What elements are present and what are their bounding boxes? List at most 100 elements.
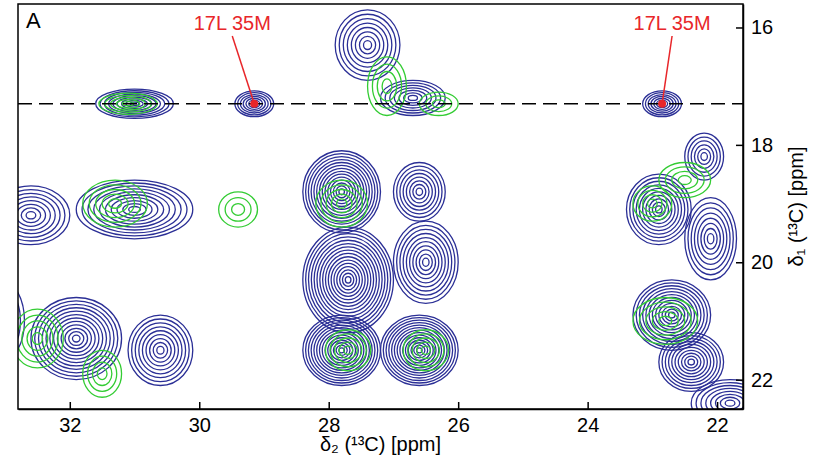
y-tick-mark	[736, 27, 743, 29]
x-tick-label: 32	[59, 414, 81, 436]
contour-level	[306, 318, 378, 383]
contour-level	[665, 339, 717, 386]
contour-level	[308, 157, 375, 227]
contour-level	[397, 166, 442, 217]
contour-level	[636, 185, 681, 234]
contour-level	[128, 315, 193, 385]
contour-level	[22, 321, 53, 356]
contour-level	[639, 188, 678, 230]
contour-level	[403, 234, 448, 292]
contour-level	[406, 177, 432, 206]
contour-level	[685, 356, 698, 368]
contour-level	[311, 323, 372, 378]
contour-level	[339, 14, 396, 76]
contour-level	[308, 320, 375, 380]
contour-level	[317, 328, 367, 373]
contour-level	[102, 194, 128, 213]
contour-level	[688, 137, 720, 176]
contour-level	[340, 270, 357, 290]
contour-level	[701, 386, 743, 409]
contour-level	[335, 338, 362, 363]
contour-level	[94, 189, 176, 230]
contour-level	[400, 170, 439, 214]
contour-level	[337, 267, 360, 293]
contour-level	[325, 330, 370, 371]
y-axis-line	[743, 5, 745, 410]
contour-level	[405, 338, 433, 363]
contour-level	[92, 362, 111, 385]
y-tick: 22	[736, 369, 773, 391]
contour-level	[672, 171, 698, 189]
contour-level	[633, 297, 698, 344]
y-axis-title: δ₁ (¹³C) [ppm]	[785, 146, 807, 266]
contour-level	[377, 72, 396, 101]
contour-level	[419, 254, 432, 270]
contour-level	[706, 388, 743, 409]
x-tick-mark	[587, 402, 589, 409]
contour-level	[139, 327, 182, 374]
contour-level	[400, 333, 439, 368]
contour-level	[18, 197, 55, 234]
contour-level	[359, 36, 375, 54]
contour-level	[311, 160, 372, 225]
contour-level	[659, 162, 711, 197]
contour-level	[328, 257, 368, 303]
contour-level	[157, 346, 164, 354]
marks	[18, 10, 743, 409]
contour-level	[97, 368, 107, 380]
contour-level	[351, 27, 383, 62]
contour-level	[88, 356, 117, 391]
contour-level	[88, 186, 181, 233]
contour-level	[135, 323, 185, 378]
contour-level	[646, 307, 685, 335]
contour-level	[394, 328, 444, 373]
x-tick-mark	[458, 402, 460, 409]
contour-level	[675, 347, 707, 376]
contour-level	[303, 227, 394, 333]
contour-level	[421, 346, 430, 354]
contour-level	[76, 180, 193, 239]
contour-level	[659, 316, 672, 325]
contour-level	[410, 181, 429, 203]
contour-level	[96, 189, 135, 217]
contour-level	[238, 93, 271, 115]
contour-level	[698, 218, 724, 259]
contour-level	[691, 380, 743, 409]
contour-level	[336, 186, 347, 198]
contour-level	[306, 230, 391, 329]
contour-level	[27, 327, 48, 350]
contour-level	[417, 342, 435, 358]
contour-level	[322, 333, 361, 368]
contour-level	[678, 350, 704, 373]
contour-level	[633, 186, 672, 221]
contour-level	[648, 199, 658, 208]
contour-level	[412, 338, 439, 363]
contour-level	[18, 315, 58, 362]
contour-level	[704, 229, 717, 250]
contour-level	[65, 328, 88, 349]
contour-level	[325, 253, 370, 306]
contour-level	[21, 208, 40, 223]
contour-level	[720, 397, 739, 409]
contour-level	[364, 41, 372, 50]
annotation-label: 17L 35M	[194, 12, 271, 34]
contour-level	[416, 250, 435, 275]
contour-level	[316, 180, 368, 227]
spectrum	[18, 57, 711, 397]
contour-level	[423, 258, 429, 266]
contour-level	[317, 165, 367, 218]
x-tick: 22	[706, 402, 728, 436]
x-tick: 32	[59, 402, 81, 436]
annotation-dot	[658, 100, 666, 108]
contour-level	[701, 153, 707, 161]
contour-level	[383, 318, 455, 383]
contour-level	[698, 149, 711, 165]
contour-level	[669, 342, 714, 383]
contour-level	[711, 391, 743, 409]
contour-level	[306, 154, 378, 230]
contour-level	[638, 190, 667, 216]
contour-level	[347, 23, 387, 67]
contour-level	[18, 309, 63, 368]
contour-level	[89, 185, 141, 223]
contour-level	[303, 151, 381, 233]
